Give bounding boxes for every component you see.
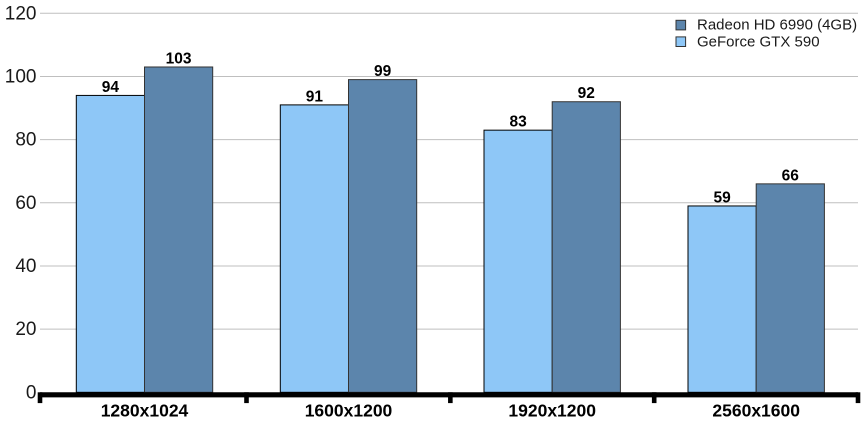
svg-text:1280x1024: 1280x1024 (101, 400, 189, 420)
svg-text:80: 80 (15, 130, 36, 151)
svg-text:92: 92 (578, 85, 595, 102)
svg-text:83: 83 (509, 114, 527, 131)
svg-text:40: 40 (15, 256, 36, 277)
svg-text:94: 94 (102, 79, 120, 96)
svg-text:Radeon HD 6990 (4GB): Radeon HD 6990 (4GB) (697, 17, 857, 34)
svg-text:60: 60 (15, 193, 36, 214)
svg-text:103: 103 (166, 50, 192, 67)
svg-text:2560x1600: 2560x1600 (712, 400, 800, 420)
svg-text:120: 120 (5, 3, 37, 24)
svg-text:99: 99 (374, 63, 392, 80)
svg-text:20: 20 (15, 319, 36, 340)
svg-text:0: 0 (26, 382, 37, 403)
svg-text:59: 59 (713, 189, 731, 206)
svg-text:91: 91 (306, 88, 324, 105)
svg-text:GeForce GTX 590: GeForce GTX 590 (697, 33, 820, 50)
svg-text:100: 100 (5, 66, 37, 87)
svg-text:66: 66 (782, 167, 800, 184)
svg-text:1920x1200: 1920x1200 (508, 400, 596, 420)
svg-text:1600x1200: 1600x1200 (305, 400, 393, 420)
